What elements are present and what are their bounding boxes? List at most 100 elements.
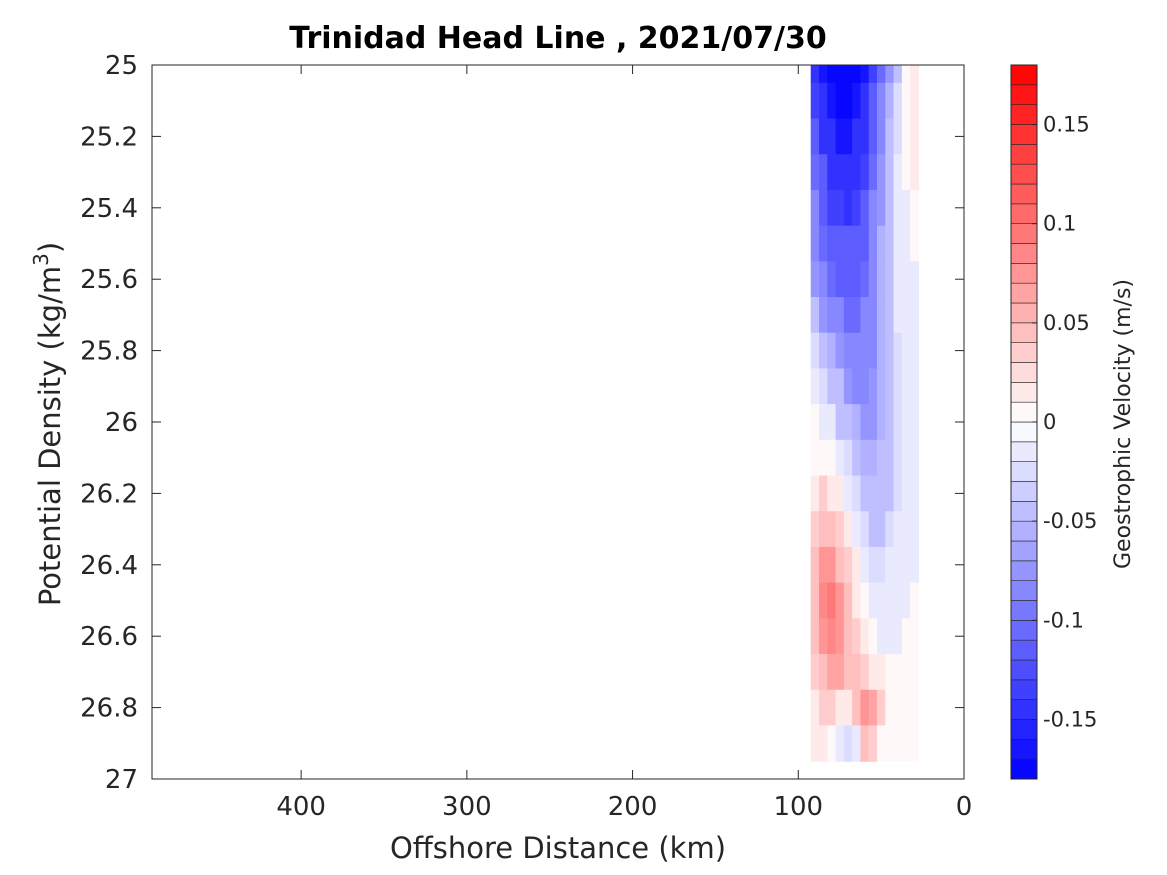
velocity-cell [852, 225, 862, 262]
velocity-cell [843, 404, 853, 441]
velocity-cell [893, 475, 903, 512]
velocity-cell [868, 65, 878, 84]
colorbar-segment [1010, 223, 1038, 244]
velocity-cell [885, 154, 895, 191]
colorbar-segment [1010, 580, 1038, 601]
colorbar-segment [1010, 719, 1038, 740]
velocity-cell [901, 65, 911, 84]
velocity-cell [901, 546, 911, 584]
velocity-cell [843, 654, 853, 691]
x-tick-label: 400 [276, 792, 326, 822]
velocity-cell [835, 404, 845, 441]
velocity-cell [827, 261, 837, 298]
colorbar-segment [1010, 64, 1038, 86]
velocity-cell [835, 511, 845, 548]
velocity-cell [860, 618, 870, 655]
colorbar-segment [1010, 699, 1038, 720]
velocity-cell [885, 546, 895, 584]
velocity-cell [860, 154, 870, 191]
colorbar-segment [1010, 639, 1038, 661]
velocity-cell [852, 654, 862, 691]
velocity-cell [860, 65, 870, 84]
velocity-cell [860, 118, 870, 155]
velocity-cell [868, 82, 878, 120]
colorbar-ticks: -0.15 -0.1 -0.05 0 0.05 0.1 0.15 [1032, 113, 1097, 732]
velocity-cell [827, 297, 837, 334]
colorbar-segment [1010, 520, 1038, 542]
velocity-cell [835, 261, 845, 298]
colorbar-tick-label: -0.15 [1043, 708, 1097, 732]
velocity-cell [893, 82, 903, 120]
velocity-cell [860, 82, 870, 120]
y-tick-label: 27 [105, 765, 138, 795]
colorbar-segment [1010, 144, 1038, 165]
colorbar-segment [1010, 401, 1038, 423]
velocity-cell [885, 439, 895, 477]
velocity-cell [877, 368, 886, 405]
y-axis-title-close: ) [33, 242, 67, 253]
velocity-cell [852, 297, 862, 334]
velocity-cell [819, 297, 828, 334]
velocity-cell [852, 368, 862, 405]
colorbar-segment [1010, 461, 1038, 482]
velocity-cell [843, 82, 853, 120]
velocity-cell [852, 582, 862, 619]
velocity-cell [843, 261, 853, 298]
velocity-cell [868, 689, 878, 727]
y-tick-label: 25 [105, 51, 138, 81]
velocity-cell [810, 332, 820, 370]
velocity-cell [860, 225, 870, 262]
velocity-cell [819, 511, 828, 548]
velocity-cell [827, 404, 837, 441]
velocity-cell [835, 439, 845, 477]
velocity-cell [843, 154, 853, 191]
velocity-cell [901, 261, 911, 298]
velocity-cell [877, 261, 886, 298]
colorbar-segment [1010, 481, 1038, 502]
velocity-cell [877, 439, 886, 477]
velocity-cell [860, 404, 870, 441]
velocity-cell [835, 225, 845, 262]
y-tick-label: 26 [105, 408, 138, 438]
velocity-cell [827, 475, 837, 512]
velocity-cell [843, 725, 853, 762]
velocity-cell [901, 404, 911, 441]
velocity-cell [877, 618, 886, 655]
velocity-cell [877, 725, 886, 762]
velocity-cell [885, 261, 895, 298]
colorbar-segment [1010, 758, 1038, 780]
colorbar-segment [1010, 104, 1038, 125]
velocity-cell [868, 368, 878, 405]
velocity-cell [852, 546, 862, 584]
colorbar-segment [1010, 659, 1038, 681]
velocity-cell [835, 65, 845, 84]
velocity-cell [910, 725, 920, 762]
velocity-cell [835, 368, 845, 405]
velocity-cell [901, 118, 911, 155]
velocity-cell [893, 689, 903, 727]
velocity-cell [852, 689, 862, 727]
velocity-cell [893, 618, 903, 655]
velocity-cell [901, 82, 911, 120]
colorbar-segment [1010, 263, 1038, 284]
colorbar: -0.15 -0.1 -0.05 0 0.05 0.1 0.15 Geostrophic V… [1010, 64, 1136, 780]
colorbar-segment [1010, 560, 1038, 581]
x-tick-label: 200 [608, 792, 658, 822]
velocity-cell [827, 189, 837, 227]
velocity-cell [877, 118, 886, 155]
y-tick-label: 26.6 [80, 622, 138, 652]
velocity-cell [868, 118, 878, 155]
velocity-cell [901, 475, 911, 512]
velocity-cell [843, 439, 853, 477]
velocity-cell [885, 332, 895, 370]
velocity-cell [860, 511, 870, 548]
velocity-cell [901, 582, 911, 619]
velocity-cell [819, 582, 828, 619]
velocity-cell [868, 725, 878, 762]
y-tick-label: 26.8 [80, 694, 138, 724]
velocity-cell [910, 582, 920, 619]
velocity-cell [885, 582, 895, 619]
velocity-cell [819, 368, 828, 405]
velocity-cell [910, 261, 920, 298]
velocity-cell [885, 225, 895, 262]
